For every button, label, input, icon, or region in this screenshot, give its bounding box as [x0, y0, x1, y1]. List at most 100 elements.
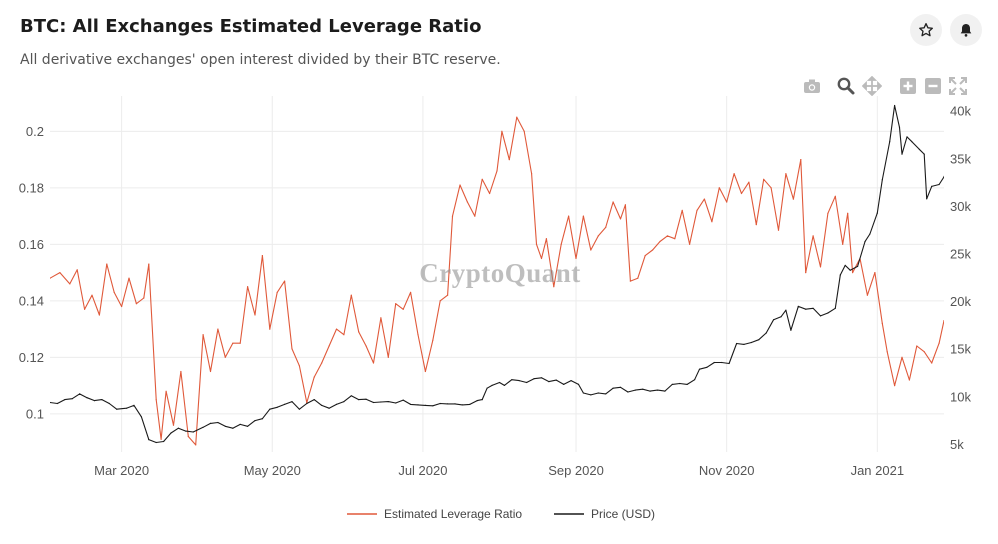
ratio-point	[644, 255, 646, 257]
ratio-point	[261, 255, 263, 257]
price-point	[931, 185, 933, 187]
y-right-tick-label: 10k	[950, 389, 971, 404]
ratio-point	[740, 192, 743, 195]
ratio-point	[284, 280, 286, 282]
ratio-point	[703, 198, 706, 200]
ratio-point	[637, 277, 639, 279]
price-point	[328, 407, 330, 409]
ratio-point	[372, 362, 375, 364]
price-point	[805, 308, 807, 310]
price-point	[656, 389, 659, 391]
ratio-point	[202, 334, 204, 336]
price-point	[938, 183, 940, 186]
ratio-point	[128, 277, 130, 279]
ratio-point	[916, 345, 918, 347]
y-left-tick-label: 0.12	[19, 350, 44, 365]
y-left-tick-label: 0.18	[19, 180, 44, 195]
ratio-point	[424, 370, 426, 373]
price-point	[713, 361, 715, 364]
alert-button[interactable]	[950, 14, 982, 46]
price-point	[590, 394, 592, 396]
legend-item-ratio[interactable]: Estimated Leverage Ratio	[347, 507, 522, 521]
price-point	[503, 384, 505, 386]
ratio-line[interactable]	[50, 116, 944, 446]
price-point	[958, 144, 959, 145]
price-point	[834, 307, 836, 309]
price-point	[876, 212, 878, 214]
price-point	[254, 420, 256, 422]
price-point	[694, 379, 696, 381]
ratio-point	[180, 370, 182, 373]
camera-icon[interactable]	[802, 76, 822, 96]
ratio-point	[523, 130, 525, 132]
pan-icon[interactable]	[861, 75, 883, 97]
price-point	[133, 404, 135, 406]
ratio-point	[365, 345, 367, 347]
ratio-point	[209, 370, 212, 373]
chart-legend[interactable]: Estimated Leverage Ratio Price (USD)	[347, 507, 655, 521]
ratio-point	[852, 272, 854, 274]
ratio-point	[748, 181, 750, 183]
ratio-point	[842, 243, 844, 245]
legend-item-price[interactable]: Price (USD)	[554, 507, 655, 521]
y-right-tick-label: 20k	[950, 294, 971, 309]
ratio-point	[726, 201, 728, 203]
price-point	[926, 198, 928, 200]
ratio-point	[335, 328, 338, 330]
ratio-point	[819, 266, 822, 268]
price-point	[765, 332, 767, 334]
price-point	[605, 393, 607, 395]
ratio-point	[931, 362, 933, 364]
price-point	[424, 404, 426, 406]
price-point	[498, 381, 501, 384]
ratio-point	[121, 305, 123, 308]
price-point	[486, 387, 488, 389]
ratio-point	[298, 365, 300, 367]
price-point	[71, 398, 73, 400]
autoscale-icon[interactable]	[948, 76, 968, 96]
ratio-point	[291, 348, 293, 350]
price-point	[365, 398, 367, 400]
plot-area[interactable]	[49, 104, 969, 446]
price-point	[627, 391, 629, 393]
price-point	[335, 403, 338, 405]
ratio-point	[432, 339, 434, 341]
price-point	[526, 381, 528, 384]
ratio-point	[763, 178, 765, 180]
zoom-in-icon[interactable]	[898, 76, 918, 96]
ratio-point	[575, 257, 577, 260]
y-right-tick-label: 30k	[950, 199, 971, 214]
ratio-point	[881, 322, 883, 324]
ratio-point	[619, 218, 622, 220]
price-point	[612, 387, 614, 389]
zoom-icon[interactable]	[836, 76, 856, 96]
price-point	[163, 440, 165, 443]
price-point	[155, 441, 157, 444]
favorite-button[interactable]	[910, 14, 942, 46]
price-point	[410, 403, 412, 405]
price-point	[889, 141, 891, 143]
watermark-logo: CryptoQuant	[419, 258, 581, 288]
price-point	[570, 380, 572, 382]
price-point	[797, 305, 799, 307]
zoom-out-icon[interactable]	[923, 76, 943, 96]
price-point	[298, 408, 300, 410]
ratio-point	[113, 291, 115, 293]
price-point	[894, 104, 896, 107]
price-point	[906, 136, 908, 138]
price-line[interactable]	[50, 104, 969, 444]
ratio-point	[143, 297, 145, 299]
ratio-point	[254, 314, 256, 316]
ratio-point	[777, 229, 780, 231]
price-point	[548, 381, 550, 383]
ratio-point	[800, 159, 802, 161]
star-icon	[919, 23, 933, 37]
ratio-point	[545, 238, 548, 240]
price-point	[671, 383, 673, 385]
price-point	[849, 269, 851, 271]
legend-label: Price (USD)	[591, 507, 655, 521]
price-point	[269, 408, 271, 410]
ratio-point	[516, 116, 518, 118]
price-point	[619, 386, 622, 388]
price-point	[758, 339, 760, 341]
